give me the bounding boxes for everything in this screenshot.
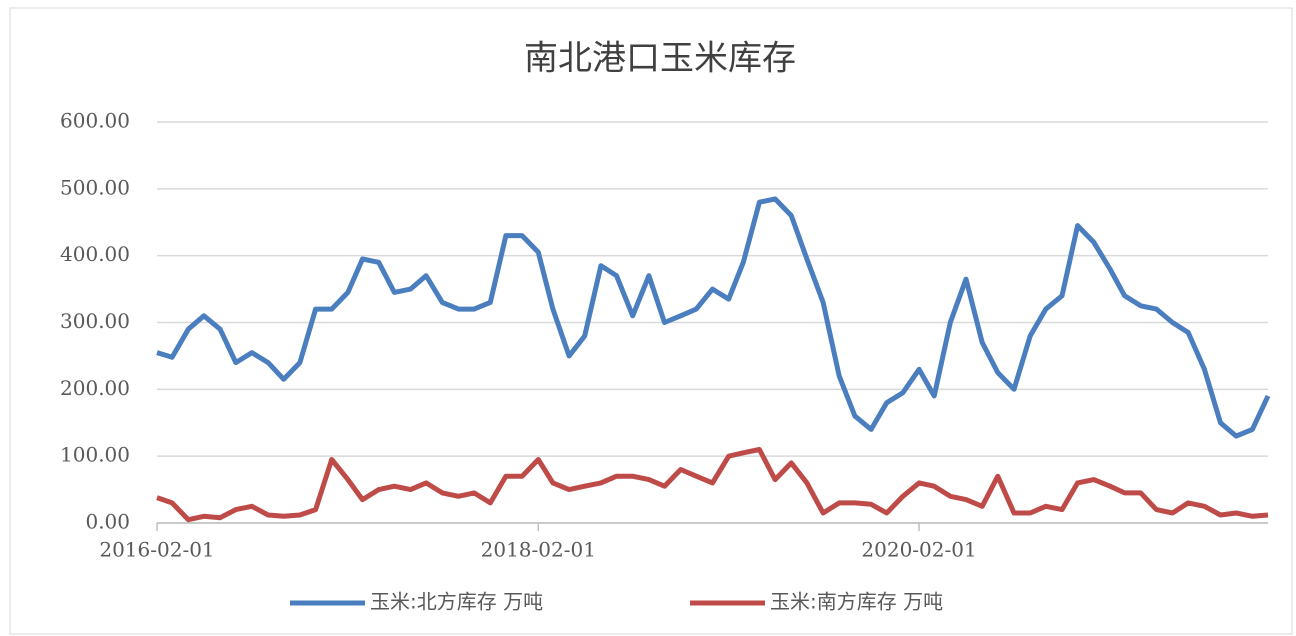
- y-tick-label: 200.00: [60, 376, 130, 400]
- legend-label: 玉米:北方库存 万吨: [370, 590, 543, 614]
- chart-title: 南北港口玉米库存: [524, 39, 796, 79]
- x-tick-label: 2018-02-01: [481, 538, 596, 562]
- series-line: [156, 196, 1271, 439]
- x-tick-label: 2016-02-01: [99, 538, 214, 562]
- legend-label: 玉米:南方库存 万吨: [770, 590, 943, 614]
- y-tick-label: 0.00: [85, 510, 130, 534]
- x-tick-label: 2020-02-01: [861, 538, 976, 562]
- y-tick-label: 100.00: [60, 443, 130, 467]
- series-line: [156, 447, 1269, 523]
- y-tick-label: 500.00: [60, 175, 130, 199]
- y-tick-label: 300.00: [60, 309, 130, 333]
- y-tick-label: 400.00: [60, 242, 130, 266]
- y-tick-label: 600.00: [60, 109, 130, 133]
- chart-frame: [9, 7, 1293, 635]
